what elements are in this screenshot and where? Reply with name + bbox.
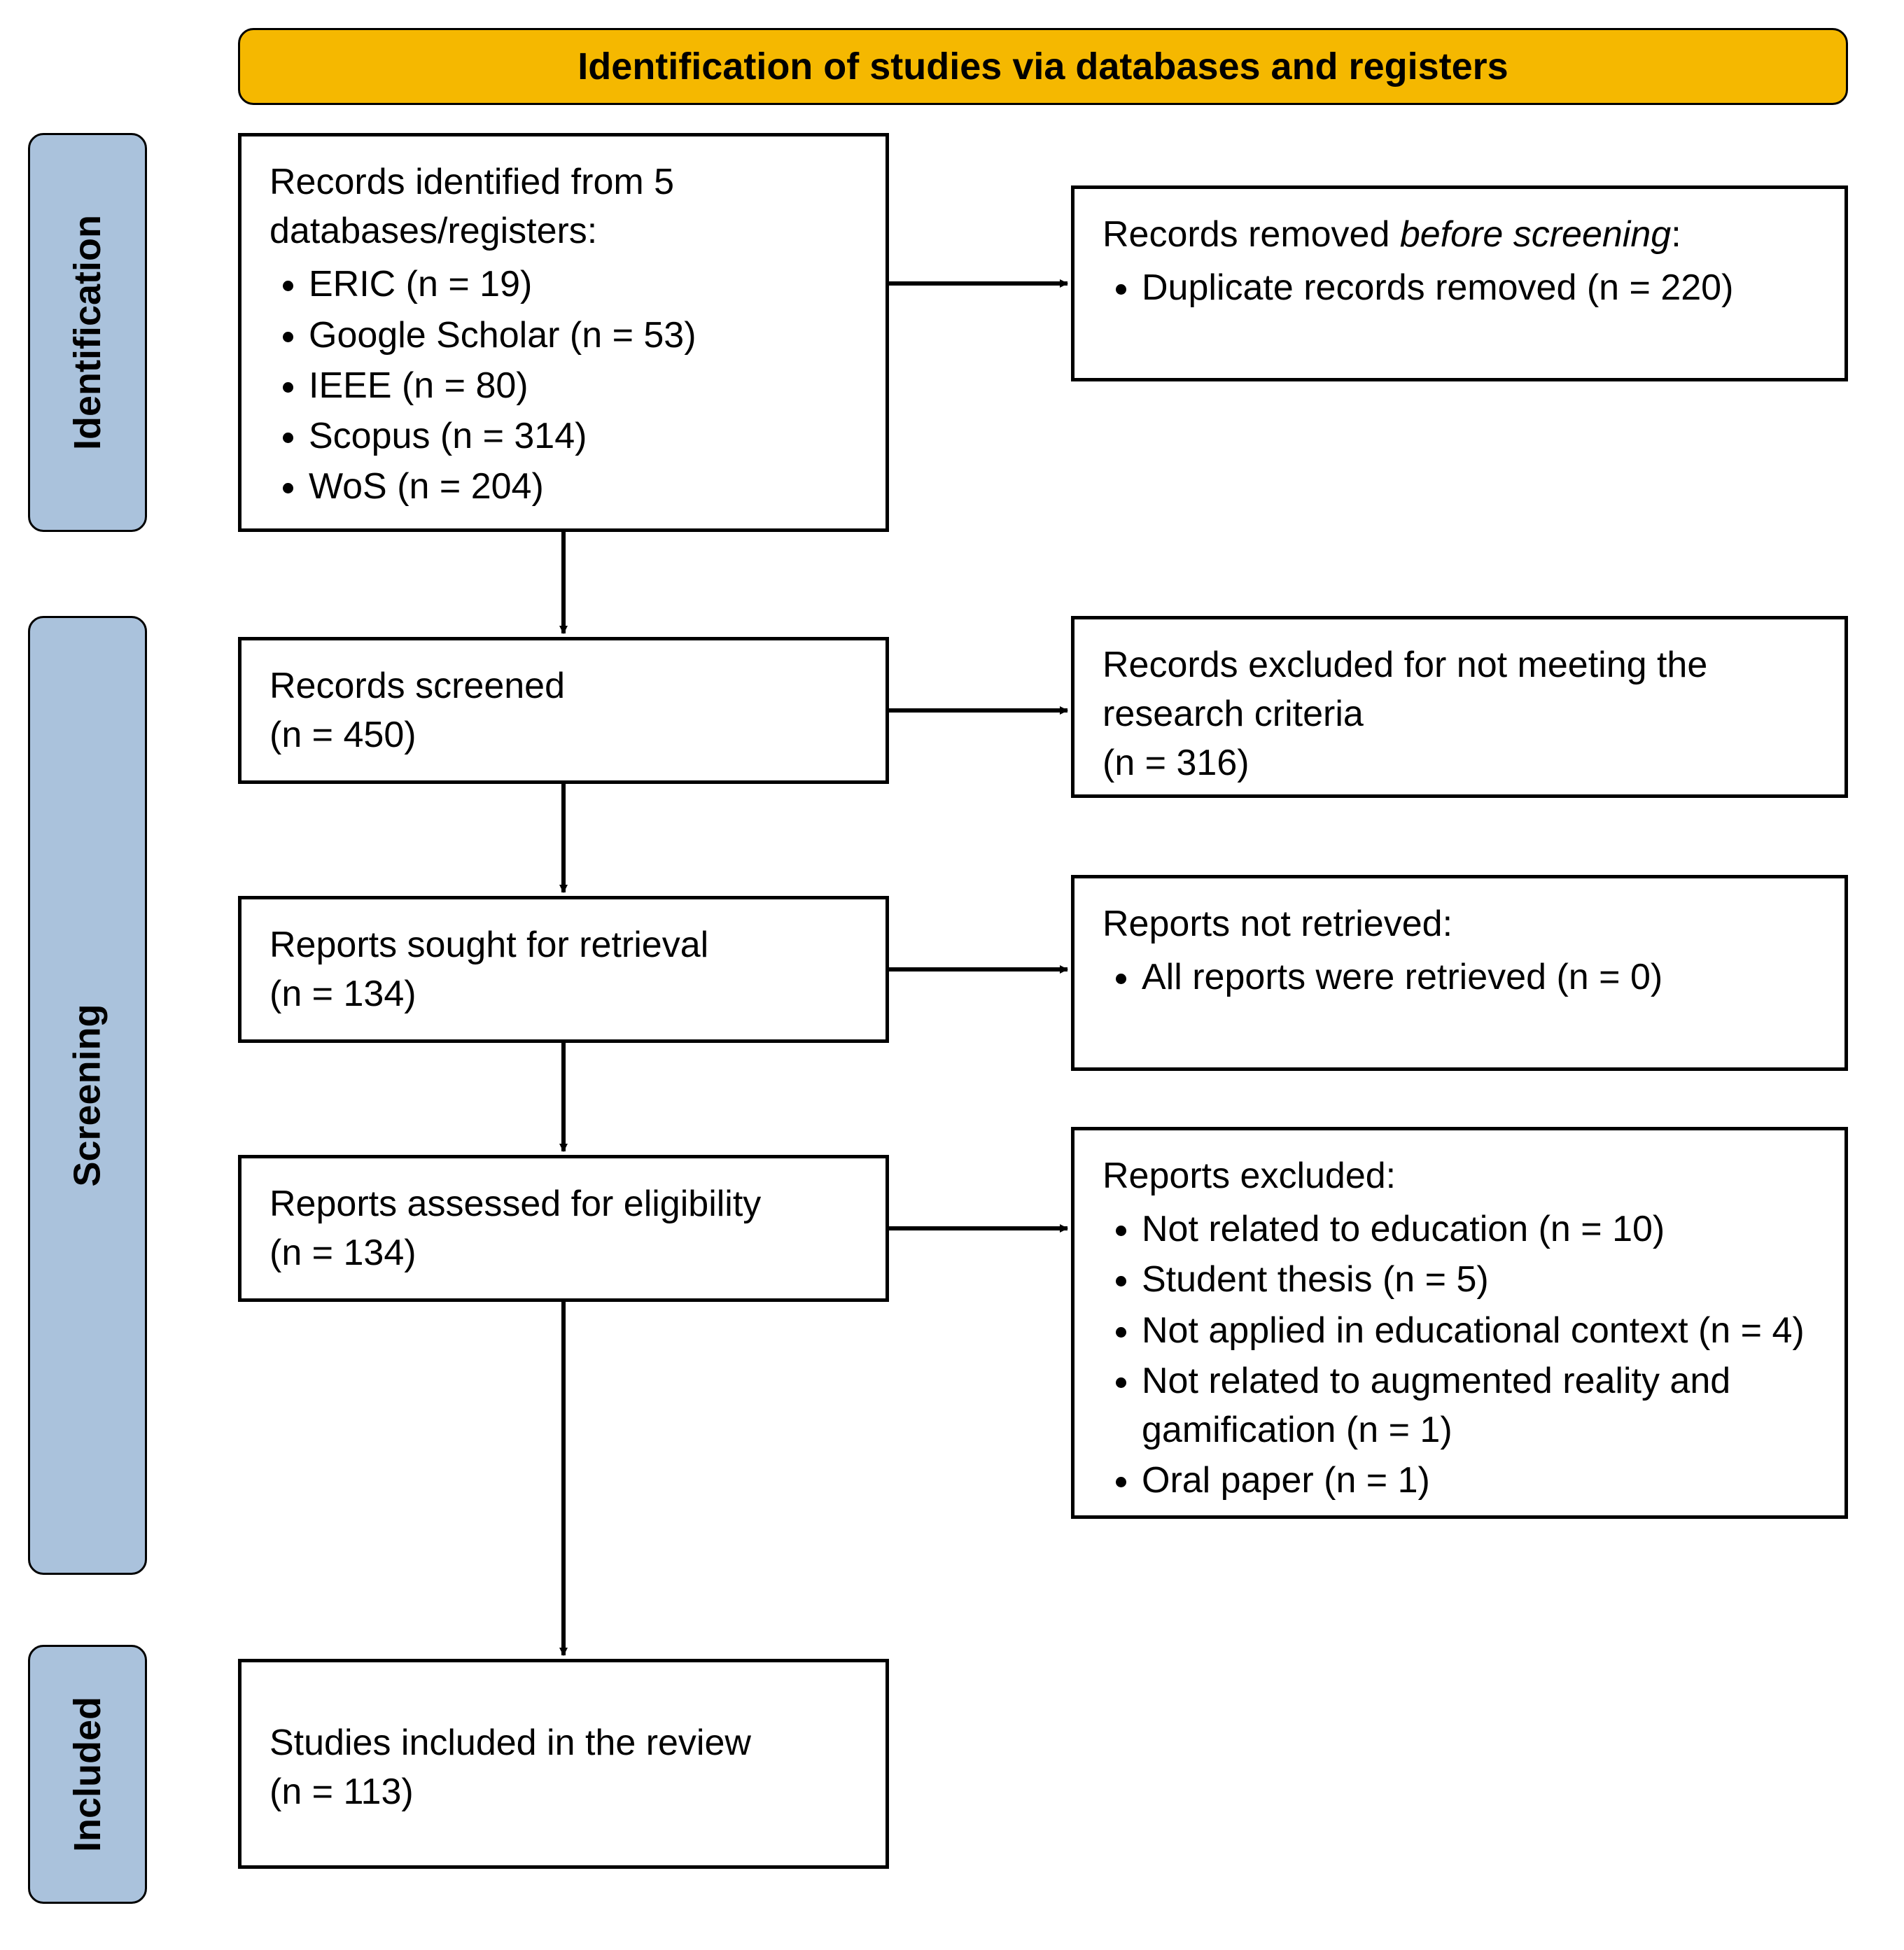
box-not-retrieved: Reports not retrieved: All reports were … — [1071, 875, 1848, 1071]
removed-list: Duplicate records removed (n = 220) — [1102, 263, 1816, 312]
identified-item: IEEE (n = 80) — [309, 361, 858, 410]
identified-item: Scopus (n = 314) — [309, 412, 858, 461]
identified-item: ERIC (n = 19) — [309, 260, 858, 309]
sought-line1: Reports sought for retrieval — [270, 920, 858, 969]
assessed-line1: Reports assessed for eligibility — [270, 1179, 858, 1228]
box-excluded-criteria: Records excluded for not meeting the res… — [1071, 616, 1848, 798]
included-line2: (n = 113) — [270, 1767, 858, 1816]
phase-screening-label: Screening — [66, 1004, 109, 1186]
identified-list: ERIC (n = 19) Google Scholar (n = 53) IE… — [270, 260, 858, 511]
phase-screening: Screening — [28, 616, 147, 1575]
box-excluded-reasons: Reports excluded: Not related to educati… — [1071, 1127, 1848, 1519]
excluded-reasons-item: Not related to augmented reality and gam… — [1142, 1356, 1816, 1454]
excluded-reasons-item: Not applied in educational context (n = … — [1142, 1306, 1816, 1355]
not-retrieved-list: All reports were retrieved (n = 0) — [1102, 953, 1816, 1002]
phase-identification-label: Identification — [66, 215, 109, 450]
box-studies-included: Studies included in the review (n = 113) — [238, 1659, 889, 1869]
excluded-reasons-item: Oral paper (n = 1) — [1142, 1456, 1816, 1505]
prisma-flow-diagram: Identification of studies via databases … — [28, 28, 1876, 1922]
excluded-reasons-header: Reports excluded: — [1102, 1151, 1816, 1200]
identified-item: Google Scholar (n = 53) — [309, 311, 858, 360]
excluded-criteria-line2: (n = 316) — [1102, 738, 1816, 787]
header-title: Identification of studies via databases … — [578, 45, 1508, 88]
excluded-reasons-list: Not related to education (n = 10) Studen… — [1102, 1205, 1816, 1505]
box-removed-before-screening: Records removed before screening: Duplic… — [1071, 185, 1848, 381]
included-line1: Studies included in the review — [270, 1718, 858, 1767]
box-records-identified: Records identified from 5 databases/regi… — [238, 133, 889, 532]
excluded-reasons-item: Not related to education (n = 10) — [1142, 1205, 1816, 1254]
sought-line2: (n = 134) — [270, 969, 858, 1018]
phase-identification: Identification — [28, 133, 147, 532]
box-records-screened: Records screened (n = 450) — [238, 637, 889, 784]
excluded-reasons-item: Student thesis (n = 5) — [1142, 1255, 1816, 1304]
screened-line1: Records screened — [270, 661, 858, 710]
screened-line2: (n = 450) — [270, 710, 858, 759]
not-retrieved-item: All reports were retrieved (n = 0) — [1142, 953, 1816, 1002]
header-bar: Identification of studies via databases … — [238, 28, 1848, 105]
identified-header: Records identified from 5 databases/regi… — [270, 157, 858, 255]
assessed-line2: (n = 134) — [270, 1228, 858, 1277]
box-reports-sought: Reports sought for retrieval (n = 134) — [238, 896, 889, 1043]
excluded-criteria-line1: Records excluded for not meeting the res… — [1102, 640, 1816, 738]
removed-item: Duplicate records removed (n = 220) — [1142, 263, 1816, 312]
not-retrieved-header: Reports not retrieved: — [1102, 899, 1816, 948]
box-reports-assessed: Reports assessed for eligibility (n = 13… — [238, 1155, 889, 1302]
removed-header: Records removed before screening: — [1102, 210, 1816, 259]
identified-item: WoS (n = 204) — [309, 462, 858, 511]
phase-included-label: Included — [66, 1697, 109, 1852]
phase-included: Included — [28, 1645, 147, 1904]
